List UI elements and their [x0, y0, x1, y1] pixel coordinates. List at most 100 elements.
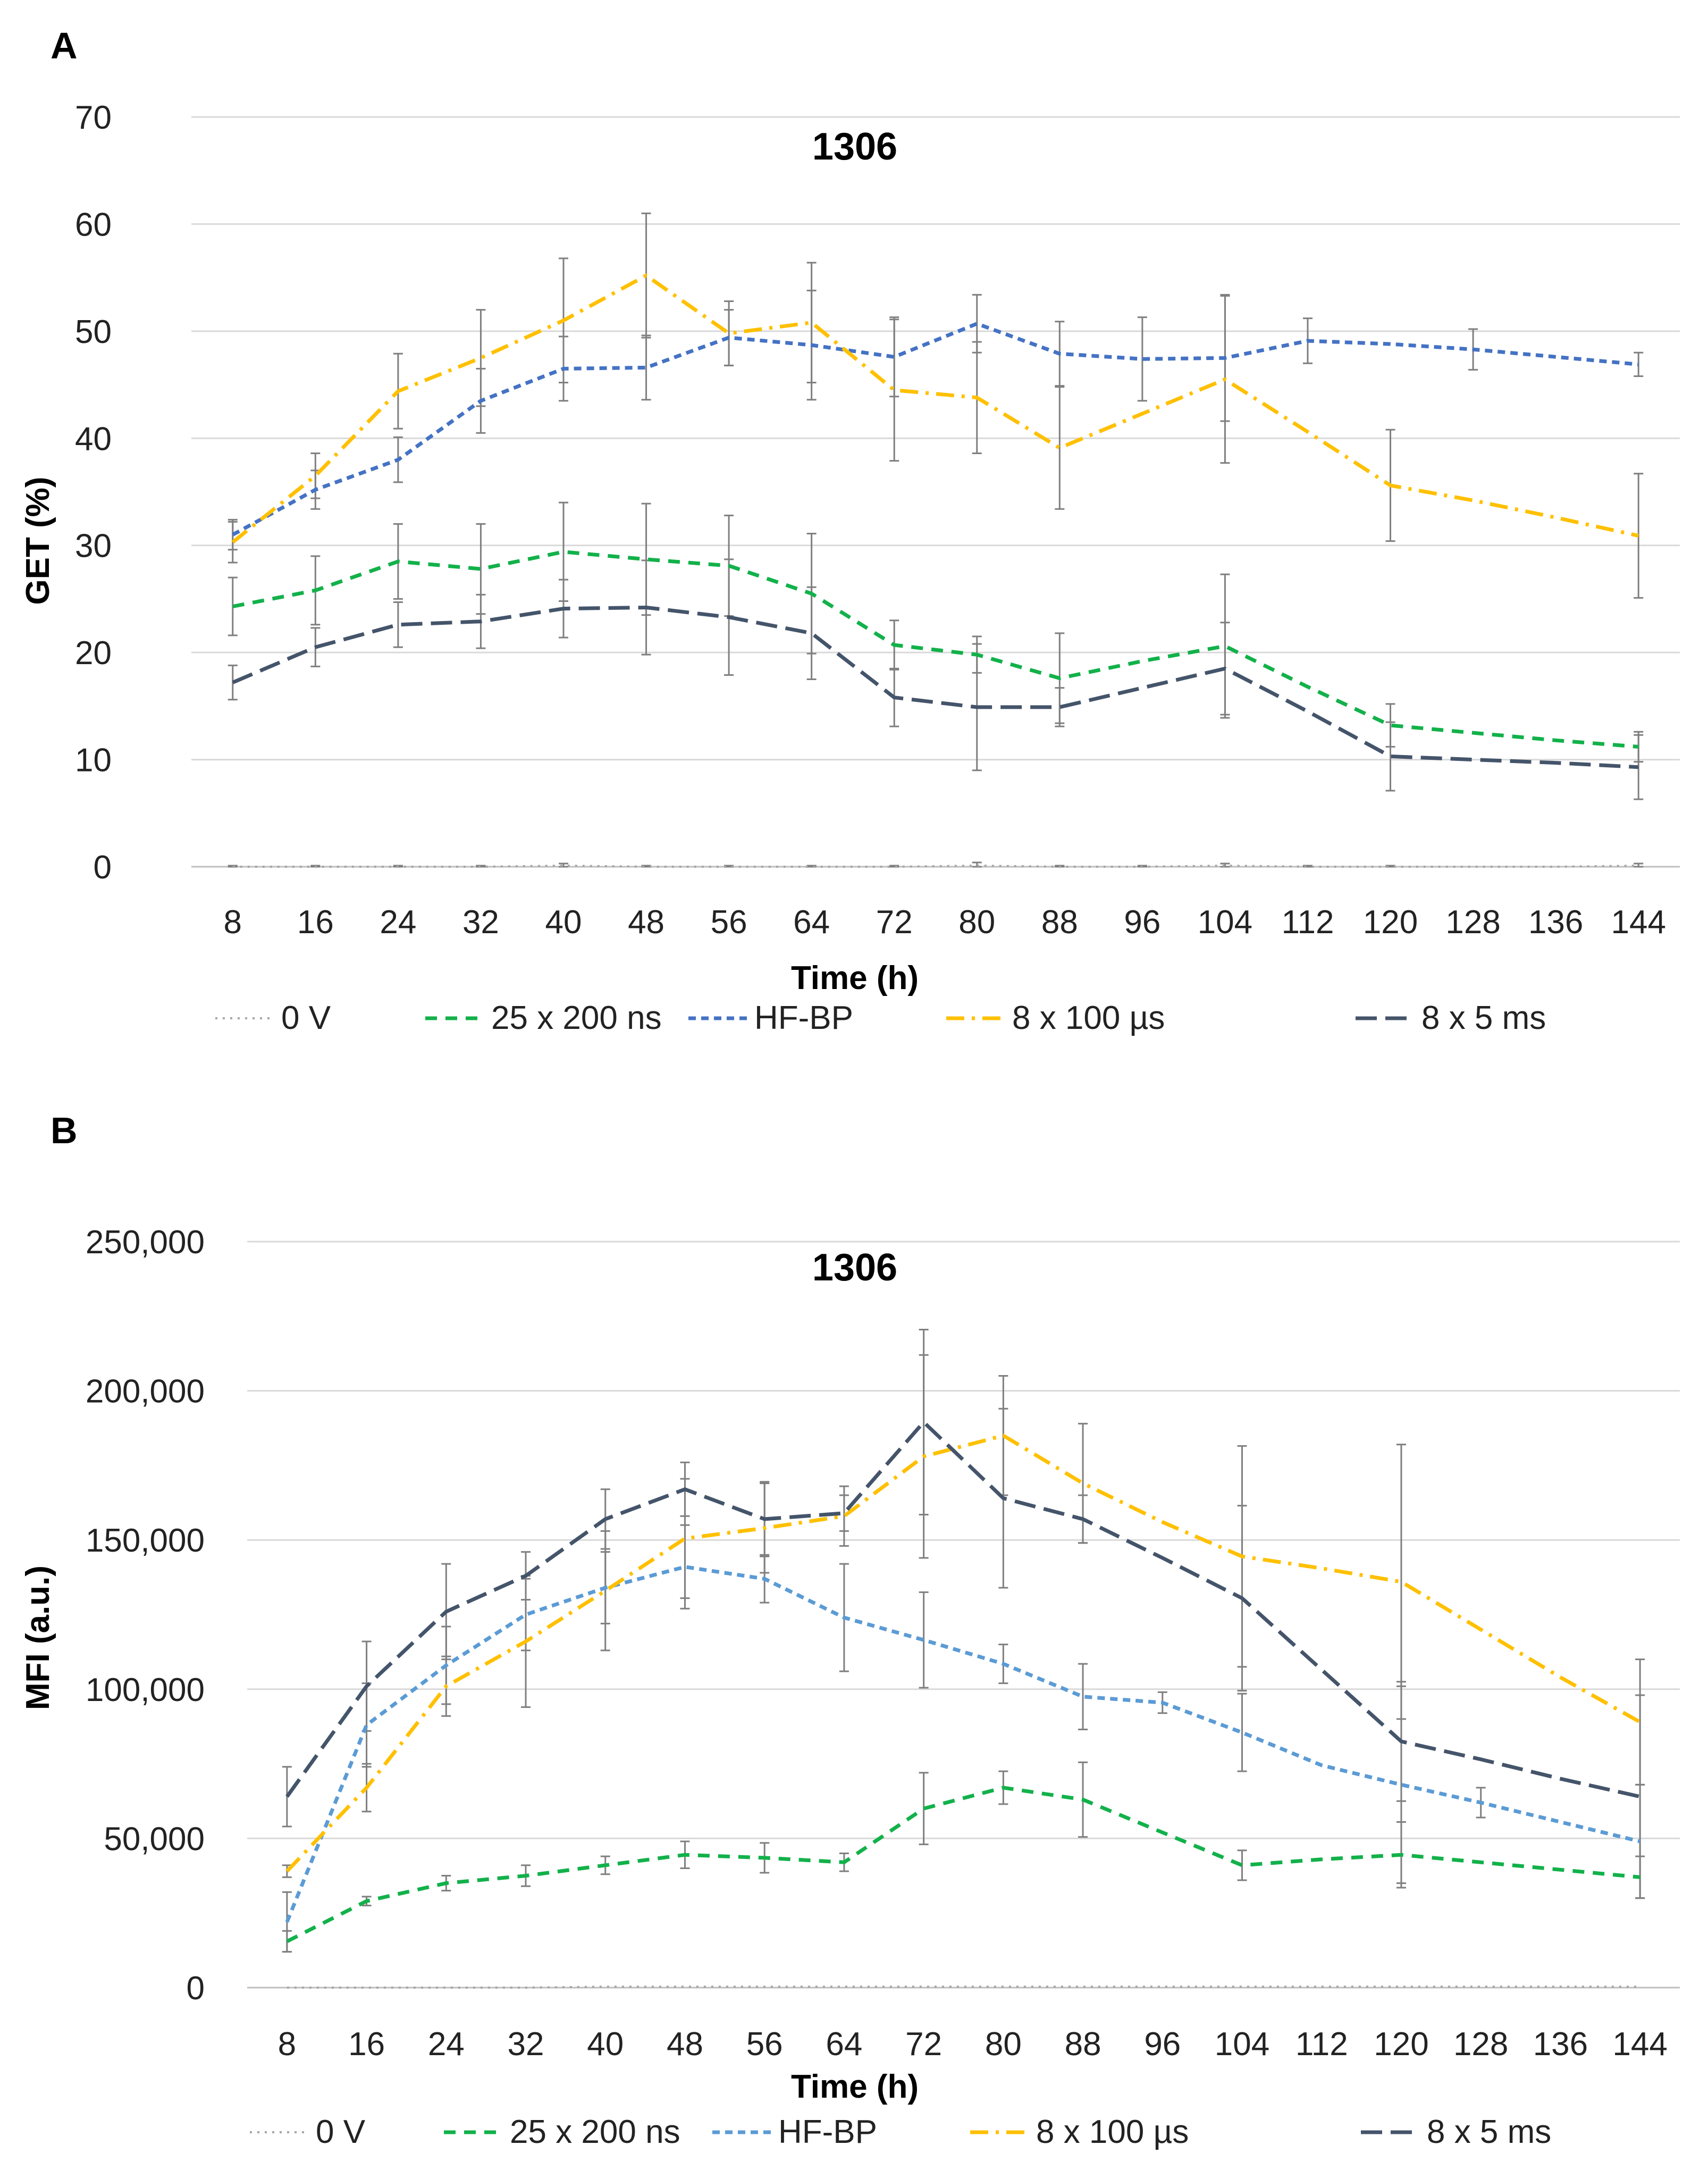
panel-a-y-tick-label: 0: [94, 849, 112, 886]
data-point-hf-bp: [1558, 1820, 1562, 1824]
panel-a-x-tick-label: 136: [1528, 904, 1583, 941]
panel-a-x-tick-label: 56: [711, 904, 747, 941]
data-point-8-x-100-us: [478, 356, 483, 360]
panel-b-x-tick-label: 136: [1533, 2026, 1588, 2063]
data-point-hf-bp: [1081, 1695, 1085, 1699]
error-bar-8-x-100-us: [476, 309, 486, 407]
error-bar-0-v: [228, 865, 238, 868]
panel-a-x-tick-label: 128: [1445, 904, 1500, 941]
data-point-hf-bp: [842, 1615, 846, 1620]
error-bar-hf-bp: [1634, 351, 1644, 377]
error-bar-8-x-100-us: [889, 319, 899, 462]
data-point-8-x-5-ms: [922, 1420, 926, 1425]
panel-a-letter: A: [51, 25, 78, 66]
panel-a-x-tick-label: 8: [224, 904, 242, 941]
legend-label: 8 x 100 µs: [1012, 1000, 1165, 1036]
data-point-25-x-200-ns: [1223, 644, 1227, 648]
error-bar-25-x-200-ns: [919, 1772, 929, 1846]
data-point-8-x-5-ms: [1479, 1757, 1483, 1762]
error-bar-0-v: [1634, 862, 1644, 868]
data-point-hf-bp: [1389, 342, 1393, 346]
legend-label: 8 x 100 µs: [1036, 2114, 1189, 2150]
data-point-hf-bp: [231, 533, 235, 537]
data-point-8-x-5-ms: [1554, 761, 1558, 765]
data-point-8-x-100-us: [892, 388, 896, 392]
data-point-25-x-200-ns: [561, 550, 566, 554]
data-point-8-x-5-ms: [1636, 765, 1640, 769]
data-point-8-x-5-ms: [683, 1487, 687, 1492]
data-point-0-v: [922, 1984, 926, 1989]
panel-b-x-tick-label: 112: [1295, 2026, 1348, 2063]
data-point-8-x-5-ms: [1638, 1795, 1642, 1799]
data-point-25-x-200-ns: [1479, 1860, 1483, 1864]
panel-a-y-tick-label: 10: [75, 742, 112, 779]
series-line-25-x-200-ns: [232, 550, 1639, 749]
data-point-8-x-5-ms: [762, 1517, 767, 1521]
data-point-0-v: [365, 1985, 369, 1990]
panel-b-y-tick-label: 100,000: [86, 1672, 205, 1708]
legend-item-8-x-5-ms: 8 x 5 ms: [1361, 2114, 1551, 2150]
data-point-8-x-5-ms: [810, 631, 814, 635]
panel-b-x-axis-title: Time (h): [791, 2068, 919, 2105]
data-point-0-v: [561, 864, 566, 868]
panel-b-x-tick-label: 96: [1144, 2026, 1181, 2063]
series-line-hf-bp: [232, 322, 1639, 537]
legend-label: HF-BP: [754, 1000, 853, 1036]
data-point-25-x-200-ns: [810, 591, 814, 596]
panel-b-y-tick-label: 50,000: [104, 1821, 205, 1857]
series-line-25-x-200-ns: [286, 1786, 1640, 1943]
data-point-25-x-200-ns: [444, 1881, 448, 1886]
panel-a-x-tick-label: 80: [958, 904, 995, 941]
data-point-8-x-5-ms: [842, 1511, 846, 1515]
data-point-hf-bp: [644, 365, 649, 370]
error-bar-8-x-5-ms: [282, 1766, 292, 1828]
panel-a-x-tick-label: 88: [1041, 904, 1078, 941]
data-point-25-x-200-ns: [1001, 1786, 1005, 1790]
data-point-hf-bp: [762, 1577, 767, 1581]
data-point-0-v: [1479, 1984, 1483, 1989]
panel-b-x-axis: 8 16 24 32 40 48 56 64 72 80 88 96 104 112 120 128 136 14…: [278, 2026, 1668, 2063]
data-point-hf-bp: [727, 336, 731, 340]
data-point-0-v: [1558, 1984, 1562, 1989]
data-point-0-v: [1057, 865, 1062, 869]
panel-b-x-tick-label: 144: [1612, 2026, 1667, 2063]
panel-b-x-tick-label: 8: [278, 2026, 296, 2063]
data-point-25-x-200-ns: [1471, 731, 1475, 735]
panel-a-y-axis-title: GET (%): [20, 476, 56, 605]
panel-b-x-tick-label: 128: [1453, 2026, 1508, 2063]
data-point-8-x-100-us: [561, 319, 566, 323]
data-point-8-x-100-us: [1319, 1566, 1324, 1571]
data-point-25-x-200-ns: [842, 1860, 846, 1864]
data-point-8-x-100-us: [1636, 534, 1640, 538]
panel-a-y-tick-label: 70: [75, 99, 112, 136]
data-point-0-v: [762, 1984, 767, 1989]
data-point-8-x-5-ms: [313, 645, 317, 649]
series-line-hf-bp: [285, 1565, 1640, 1923]
legend-label: 25 x 200 ns: [491, 1000, 662, 1036]
data-point-8-x-5-ms: [1306, 709, 1310, 714]
data-point-0-v: [524, 1985, 528, 1990]
data-point-25-x-200-ns: [1081, 1797, 1085, 1802]
data-point-hf-bp: [683, 1565, 687, 1569]
panel-b-x-tick-label: 80: [985, 2026, 1022, 2063]
panel-a-chart-title: 1306: [812, 125, 897, 168]
data-point-hf-bp: [1638, 1839, 1642, 1844]
data-point-8-x-5-ms: [1223, 666, 1227, 671]
panel-b-plot-area: [282, 1329, 1645, 1990]
data-point-hf-bp: [1160, 1700, 1165, 1705]
panel-a-x-tick-label: 96: [1124, 904, 1160, 941]
legend-label: 8 x 5 ms: [1421, 1000, 1546, 1036]
data-point-8-x-100-us: [683, 1536, 687, 1540]
data-point-0-v: [1140, 865, 1145, 869]
data-point-25-x-200-ns: [1319, 1857, 1324, 1862]
legend-label: 8 x 5 ms: [1427, 2114, 1551, 2150]
data-point-0-v: [727, 865, 731, 869]
data-point-8-x-5-ms: [644, 606, 649, 610]
panel-b-x-tick-label: 88: [1065, 2026, 1101, 2063]
error-bar-0-v: [1220, 862, 1230, 868]
error-bar-25-x-200-ns: [228, 576, 238, 636]
data-point-25-x-200-ns: [1140, 659, 1145, 663]
data-point-0-v: [1319, 1984, 1324, 1989]
data-point-8-x-100-us: [1240, 1554, 1244, 1559]
data-point-8-x-5-ms: [975, 705, 979, 709]
